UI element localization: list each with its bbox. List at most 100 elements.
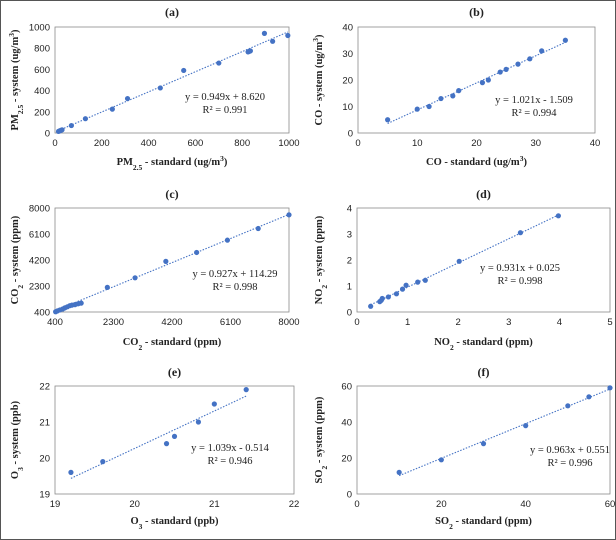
y-tick-label: 40 bbox=[342, 23, 353, 34]
panel-title: (f) bbox=[478, 365, 490, 379]
data-point bbox=[438, 95, 444, 102]
plot-area bbox=[54, 207, 290, 313]
x-axis-label: CO - standard (ug/m3) bbox=[426, 154, 527, 169]
data-point bbox=[163, 258, 169, 264]
panel-e: (e) 19 20 21 22 19 20 21 22 y = 1.039x - 0.514 R² … bbox=[10, 365, 299, 531]
data-point bbox=[59, 127, 65, 133]
y-tick-label: 0 bbox=[347, 490, 352, 501]
x-tick-label: 400 bbox=[47, 317, 63, 328]
data-point bbox=[157, 85, 163, 91]
y-tick-label: 1 bbox=[347, 282, 352, 293]
y-tick-label: 6100 bbox=[29, 230, 50, 241]
data-point bbox=[485, 77, 491, 83]
y-tick-label: 22 bbox=[39, 382, 50, 393]
panel-title: (c) bbox=[165, 187, 178, 201]
data-point bbox=[426, 103, 432, 110]
x-tick-label: 4200 bbox=[161, 317, 182, 328]
y-tick-label: 1000 bbox=[29, 23, 50, 34]
trendline bbox=[55, 213, 290, 312]
data-point bbox=[517, 230, 524, 236]
data-point bbox=[261, 30, 268, 36]
x-tick-label: 1 bbox=[405, 317, 410, 328]
regression-equation: y = 1.039x - 0.514 bbox=[191, 443, 269, 454]
panel-c: (c) 400 2300 4200 6100 8000 400 2300 4200 6100 800… bbox=[10, 187, 300, 352]
x-tick-label: 30 bbox=[530, 138, 541, 149]
x-tick-label: 800 bbox=[234, 138, 250, 149]
data-point bbox=[224, 237, 231, 243]
y-tick-label: 0 bbox=[347, 308, 352, 319]
x-tick-label: 40 bbox=[590, 138, 601, 149]
plot-area bbox=[356, 207, 611, 313]
y-tick-label: 20 bbox=[39, 454, 50, 465]
data-point bbox=[104, 284, 110, 290]
x-tick-label: 1000 bbox=[278, 138, 299, 149]
plot-area bbox=[357, 26, 596, 134]
panel-title: (d) bbox=[476, 187, 491, 201]
r-squared: R² = 0.994 bbox=[512, 108, 558, 119]
y-tick-label: 2300 bbox=[29, 282, 50, 293]
data-point bbox=[270, 38, 276, 44]
x-tick-label: 4 bbox=[557, 317, 562, 328]
y-axis-label: SO2 - system (ppm) bbox=[314, 396, 329, 483]
x-tick-label: 5 bbox=[607, 317, 612, 328]
x-tick-label: 20 bbox=[436, 499, 447, 510]
y-tick-label: 200 bbox=[34, 107, 50, 118]
data-point bbox=[523, 423, 529, 429]
trendline bbox=[70, 395, 247, 479]
data-point bbox=[385, 117, 391, 123]
data-point bbox=[82, 116, 89, 122]
x-tick-label: 0 bbox=[52, 138, 57, 149]
y-tick-label: 20 bbox=[341, 454, 352, 465]
y-tick-label: 21 bbox=[39, 418, 50, 429]
data-point bbox=[195, 419, 201, 425]
data-point bbox=[422, 277, 428, 283]
y-axis-label: NO2 - system (ppm) bbox=[314, 215, 329, 304]
regression-equation: y = 0.963x + 0.551 bbox=[530, 445, 610, 456]
x-tick-label: 19 bbox=[50, 499, 61, 510]
data-point bbox=[100, 459, 106, 465]
regression-equation: y = 0.949x + 8.620 bbox=[185, 92, 265, 103]
regression-equation: y = 0.927x + 114.29 bbox=[193, 269, 278, 280]
data-point bbox=[181, 67, 187, 74]
plot-area bbox=[54, 26, 290, 134]
x-tick-label: 22 bbox=[289, 499, 300, 510]
y-tick-label: 3 bbox=[347, 230, 352, 241]
x-tick-label: 21 bbox=[209, 499, 220, 510]
y-axis-label: PM2.5 - system (ug/m3) bbox=[7, 29, 25, 130]
data-point bbox=[396, 469, 402, 475]
data-point bbox=[124, 95, 131, 102]
data-point bbox=[497, 69, 503, 75]
data-point bbox=[68, 122, 74, 129]
x-tick-label: 600 bbox=[187, 138, 203, 149]
data-point bbox=[403, 282, 409, 288]
trendline bbox=[387, 41, 566, 124]
data-point bbox=[216, 60, 222, 66]
x-tick-label: 400 bbox=[141, 138, 157, 149]
panel-title: (b) bbox=[469, 5, 484, 19]
x-tick-label: 8000 bbox=[278, 317, 299, 328]
panel-title: (e) bbox=[168, 365, 181, 379]
panel-title: (a) bbox=[165, 5, 179, 19]
data-point bbox=[438, 457, 444, 463]
data-point bbox=[479, 80, 486, 86]
data-point bbox=[247, 48, 253, 54]
y-tick-label: 60 bbox=[341, 382, 352, 393]
plot-area bbox=[356, 385, 611, 495]
data-point bbox=[171, 433, 178, 439]
panel-a: (a) 0 200 400 600 800 1000 0 200 400 600 800 1000 y =… bbox=[7, 5, 300, 172]
plot-area bbox=[54, 385, 295, 495]
data-point bbox=[399, 286, 406, 292]
data-point bbox=[368, 303, 374, 309]
x-tick-label: 6100 bbox=[220, 317, 241, 328]
data-point bbox=[194, 249, 200, 256]
data-point bbox=[515, 61, 521, 67]
y-axis-label: CO2 - system (ppm) bbox=[10, 215, 25, 304]
data-point bbox=[211, 401, 217, 407]
y-tick-label: 0 bbox=[348, 129, 353, 140]
x-tick-label: 10 bbox=[412, 138, 423, 149]
regression-equation: y = 1.021x - 1.509 bbox=[495, 95, 573, 106]
data-point bbox=[415, 279, 421, 285]
y-tick-label: 600 bbox=[34, 65, 50, 76]
y-axis-label: O3 - system (ppb) bbox=[10, 400, 25, 479]
